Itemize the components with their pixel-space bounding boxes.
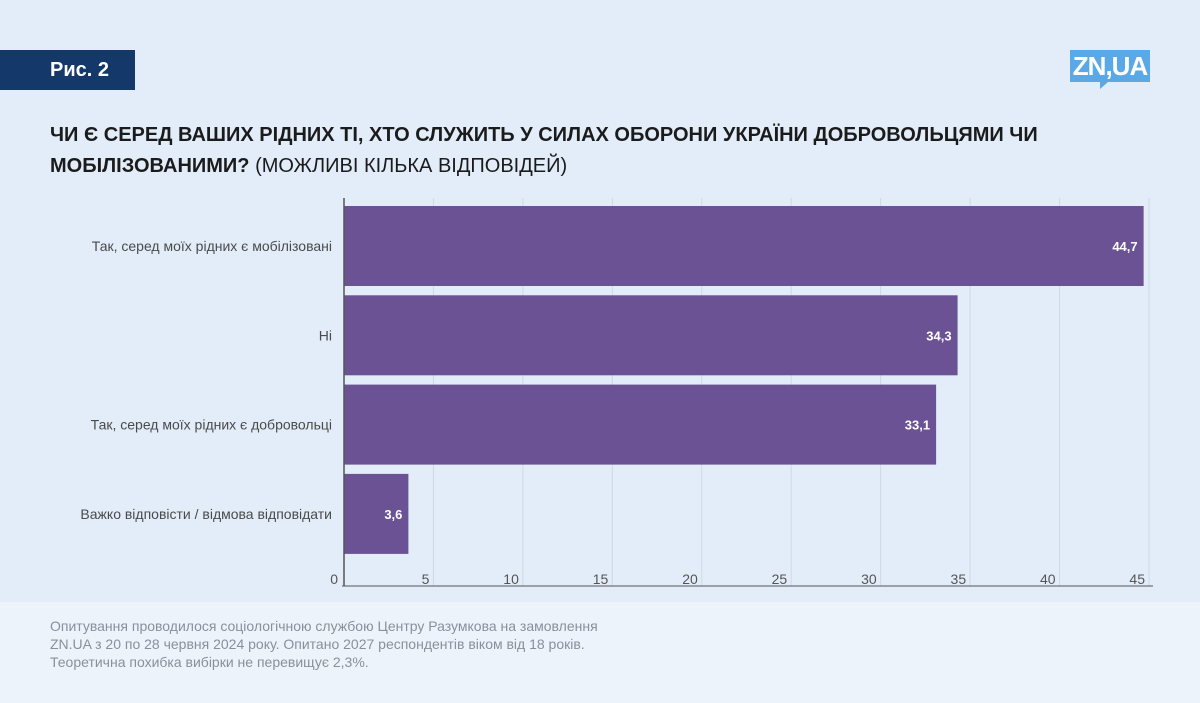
x-tick-label: 35 <box>951 571 967 587</box>
bar <box>344 206 1144 286</box>
footer-note: Опитування проводилося соціологічною слу… <box>50 617 750 671</box>
bar-value-label: 3,6 <box>384 507 402 522</box>
x-tick-label: 20 <box>682 571 698 587</box>
x-tick-label: 5 <box>422 571 430 587</box>
footer-line: Опитування проводилося соціологічною слу… <box>50 618 598 634</box>
x-tick-label: 40 <box>1040 571 1056 587</box>
bar-value-label: 33,1 <box>905 418 930 433</box>
title-note: (МОЖЛИВІ КІЛЬКА ВІДПОВІДЕЙ) <box>249 155 568 177</box>
x-tick-label: 25 <box>772 571 788 587</box>
x-tick-label: 10 <box>503 571 519 587</box>
footer: Опитування проводилося соціологічною слу… <box>0 602 1200 703</box>
category-label: Так, серед моїх рідних є добровольці <box>91 417 332 433</box>
footer-line: Теоретична похибка вибірки не перевищує … <box>50 654 369 670</box>
bar-chart: 44,7 Так, серед моїх рідних є мобілізован… <box>80 198 1153 587</box>
logo-speech-tail-icon <box>1100 82 1108 89</box>
logo-text: ZN,UA <box>1070 50 1150 82</box>
bar-value-label: 34,3 <box>926 328 951 343</box>
title-question: ЧИ Є СЕРЕД ВАШИХ РІДНИХ ТІ, ХТО СЛУЖИТЬ … <box>50 124 1038 177</box>
bar <box>344 295 958 376</box>
x-tick-label: 45 <box>1129 571 1145 587</box>
bar-value-label: 44,7 <box>1112 239 1137 254</box>
x-tick-label: 15 <box>593 571 609 587</box>
category-label: Ні <box>319 327 332 343</box>
category-label: Так, серед моїх рідних є мобілізовані <box>92 238 332 254</box>
footer-line: ZN.UA з 20 по 28 червня 2024 року. Опита… <box>50 636 585 652</box>
category-label: Важко відповісти / відмова відповідати <box>80 506 332 522</box>
x-tick-label: 30 <box>861 571 877 587</box>
zn-ua-logo[interactable]: ZN,UA <box>1070 50 1150 89</box>
bar <box>344 473 409 554</box>
bar <box>344 384 937 465</box>
figure-label: Рис. 2 <box>0 50 135 90</box>
x-tick-label: 0 <box>330 571 338 587</box>
chart-title: ЧИ Є СЕРЕД ВАШИХ РІДНИХ ТІ, ХТО СЛУЖИТЬ … <box>50 120 1150 182</box>
